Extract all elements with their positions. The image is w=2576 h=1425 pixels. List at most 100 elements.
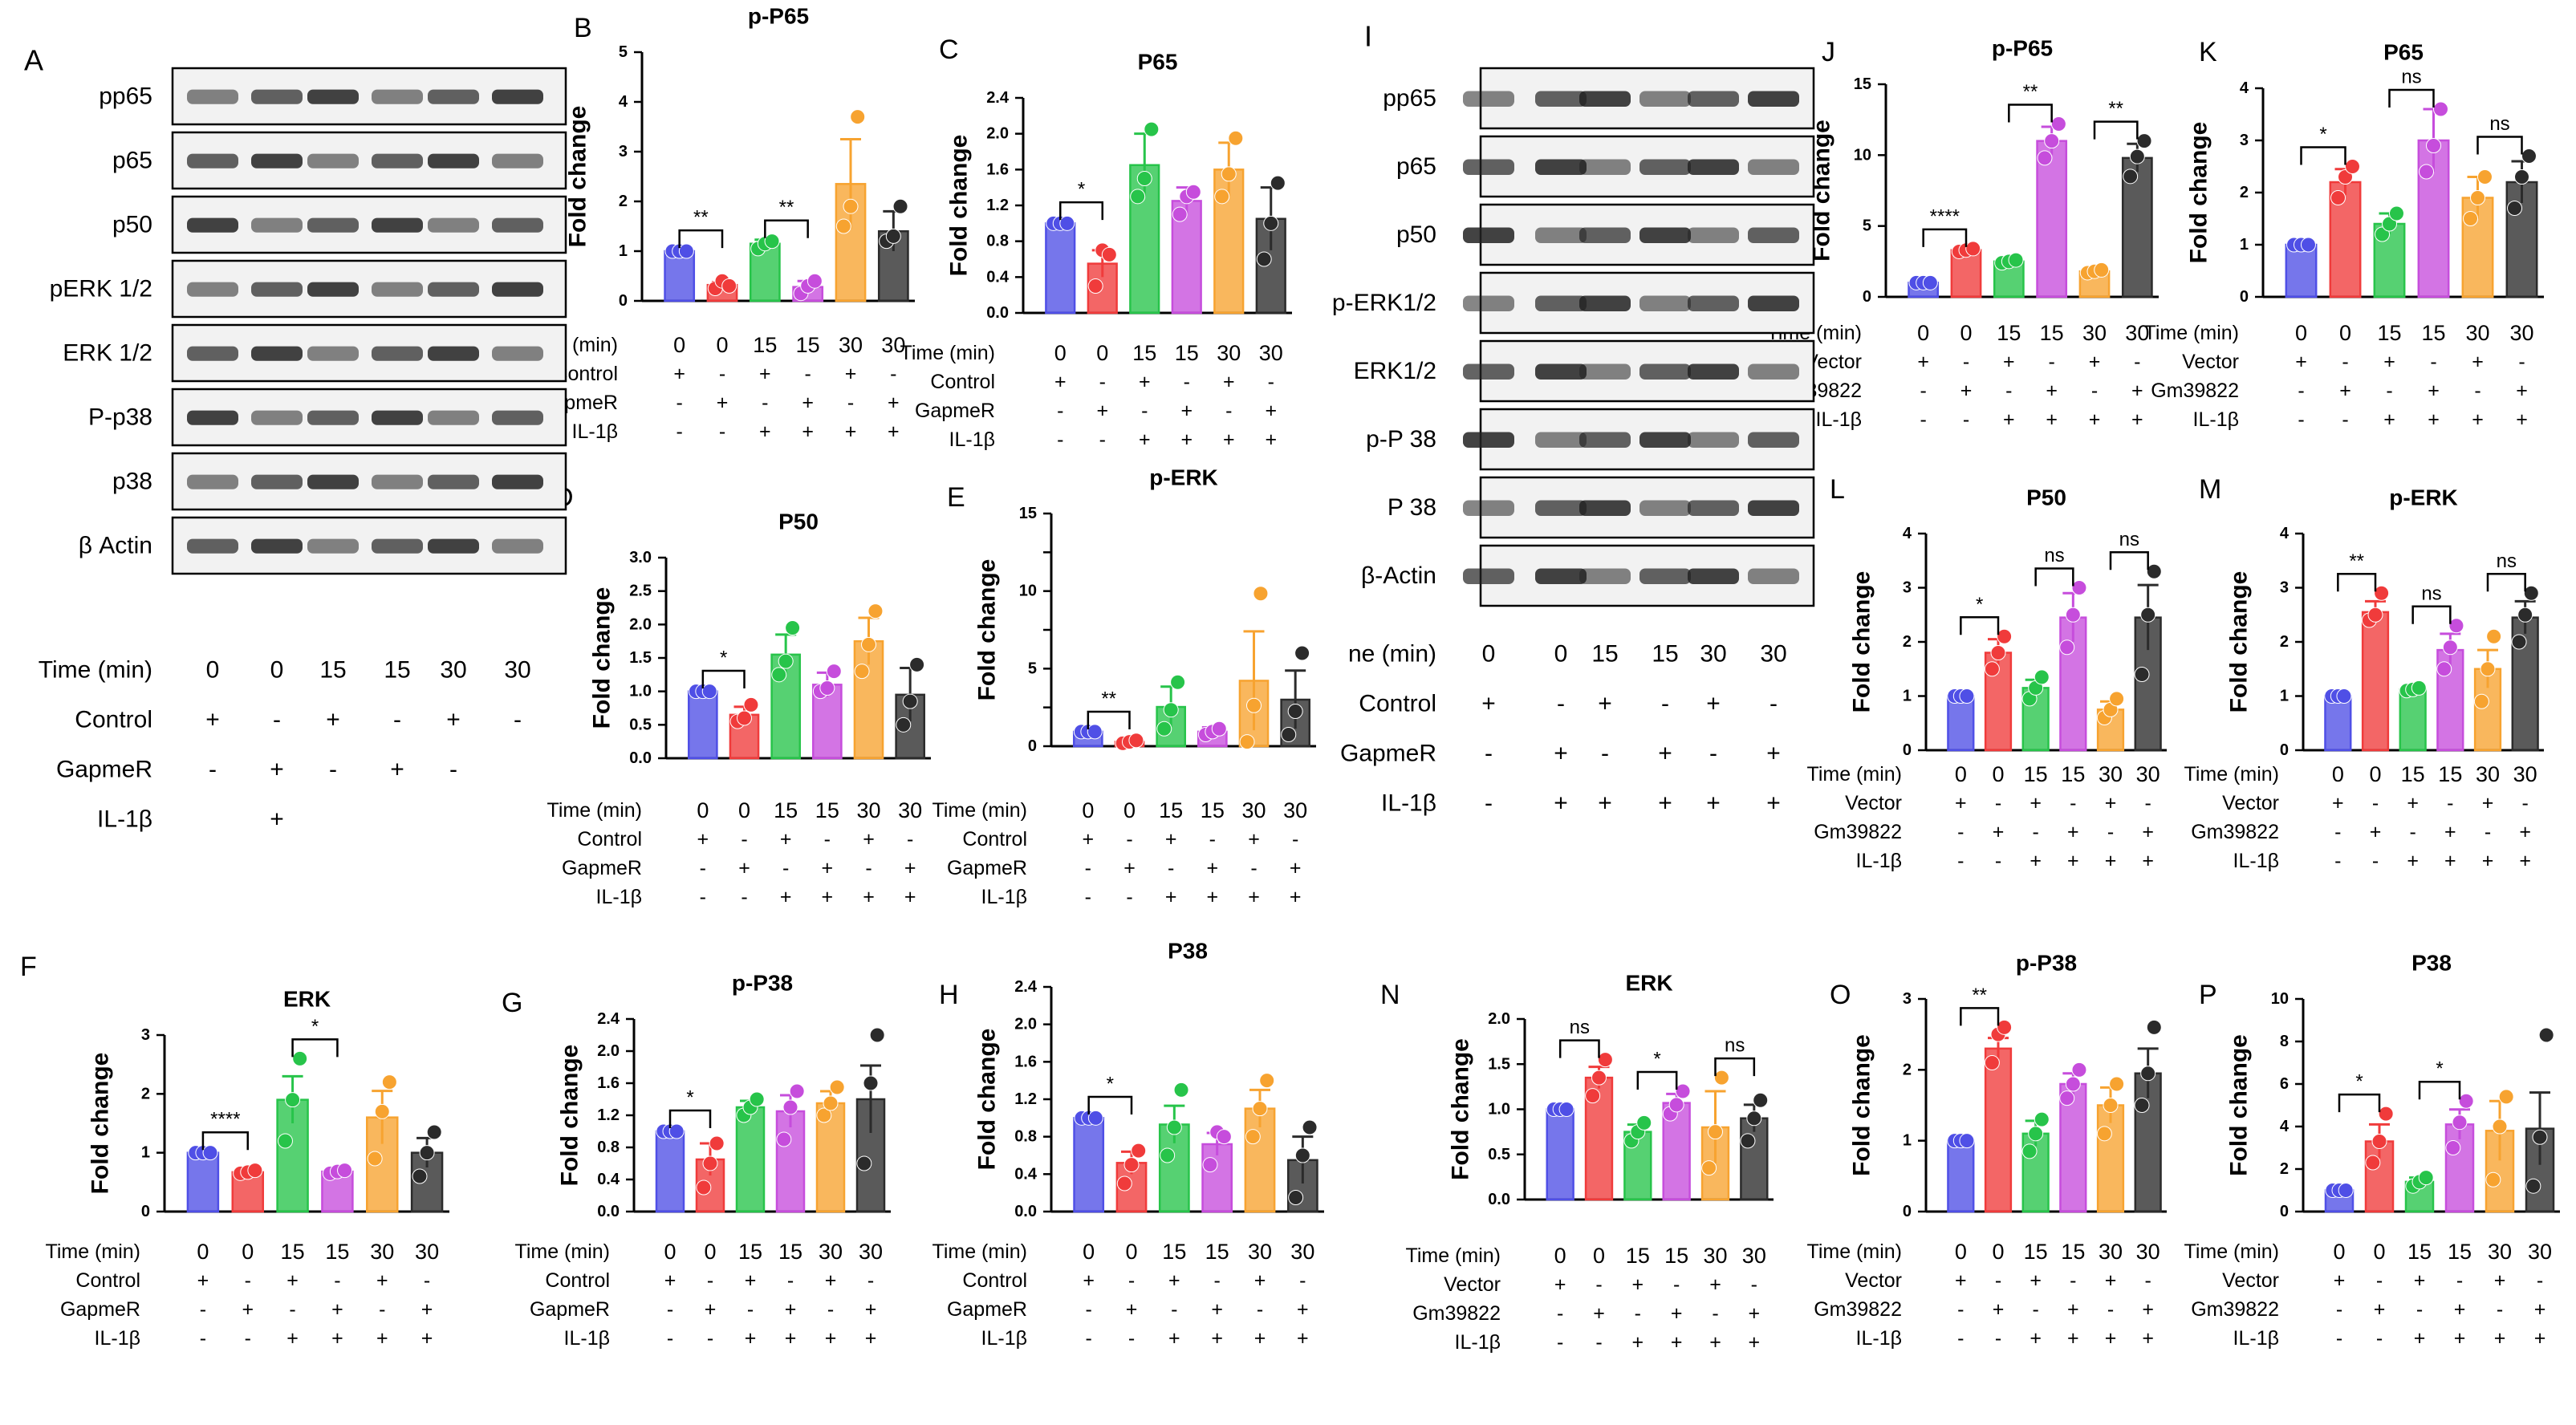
- data-point: [2365, 1155, 2381, 1171]
- y-axis-label: Fold change: [946, 135, 973, 277]
- time-value: 0: [1992, 762, 2004, 786]
- data-point: [826, 664, 842, 680]
- time-value: 30: [2099, 1240, 2123, 1264]
- treatment-sign: -: [379, 1298, 385, 1321]
- data-point: [2028, 1126, 2044, 1142]
- treatment-sign: +: [2131, 380, 2143, 402]
- treatment-sign: +: [1706, 790, 1721, 817]
- data-point: [1288, 1190, 1304, 1205]
- time-value: 30: [440, 657, 466, 684]
- time-value: 0: [2333, 1240, 2345, 1264]
- blot-band: [251, 538, 303, 554]
- y-tick-label: 0: [619, 292, 628, 310]
- treatment-sign: +: [2295, 351, 2307, 373]
- data-point: [2034, 1111, 2050, 1127]
- data-point: [1701, 1160, 1717, 1176]
- treatment-sign: -: [2145, 792, 2151, 814]
- blot-band: [1535, 432, 1587, 448]
- data-point: [2008, 252, 2024, 268]
- treatment-sign: +: [1671, 1302, 1683, 1325]
- treatment-sign: +: [2383, 351, 2395, 373]
- treatment-sign: +: [2339, 380, 2351, 402]
- data-point: [701, 684, 717, 700]
- data-point: [1221, 166, 1237, 182]
- data-point: [1144, 121, 1160, 137]
- treatment-sign: -: [1995, 1327, 2001, 1350]
- blot-band: [428, 346, 479, 361]
- treatment-sign: +: [1632, 1273, 1644, 1296]
- blot-band: [1535, 295, 1587, 311]
- y-tick-label: 3: [1903, 990, 1912, 1008]
- data-point: [1116, 1175, 1132, 1192]
- y-tick-label: 1.6: [597, 1074, 620, 1092]
- treatment-sign: +: [270, 806, 284, 833]
- data-point: [1708, 1124, 1723, 1140]
- time-value: 0: [1955, 1240, 1967, 1264]
- y-tick-label: 5: [619, 43, 628, 61]
- time-value: 30: [1248, 1240, 1272, 1264]
- y-tick-label: 0.0: [629, 749, 652, 767]
- treatment-sign: -: [1995, 850, 2001, 872]
- time-value: 15: [1664, 1244, 1688, 1268]
- significance-bracket: [1960, 1007, 2000, 1026]
- row-label: Control: [1359, 691, 1436, 717]
- treatment-sign: +: [865, 1327, 877, 1350]
- data-point: [2371, 1134, 2387, 1150]
- data-point: [771, 667, 787, 683]
- y-tick-label: 4: [2280, 1118, 2290, 1135]
- treatment-sign: -: [1086, 1298, 1092, 1321]
- time-value: 30: [1283, 798, 1307, 822]
- blot-band: [1579, 363, 1631, 380]
- blot-band: [251, 89, 303, 104]
- treatment-sign: -: [1995, 792, 2001, 814]
- data-point: [381, 1074, 397, 1090]
- significance-bracket: [2486, 573, 2526, 592]
- significance-label: ns: [2044, 545, 2064, 566]
- time-value: 15: [1652, 641, 1678, 668]
- treatment-sign: -: [1635, 1302, 1641, 1325]
- data-point: [2458, 1093, 2474, 1109]
- row-label: Time (min): [546, 799, 642, 822]
- treatment-sign: -: [1225, 400, 1232, 422]
- treatment-sign: +: [865, 1298, 877, 1321]
- treatment-sign: -: [1126, 886, 1132, 908]
- y-axis-label: Fold change: [1849, 1034, 1875, 1176]
- significance-bracket: [668, 1109, 712, 1128]
- data-point: [2411, 680, 2427, 696]
- blot-band: [1639, 500, 1691, 516]
- time-value: 0: [673, 333, 685, 357]
- treatment-sign: +: [2482, 850, 2494, 872]
- time-value: 0: [1125, 1240, 1137, 1264]
- data-point: [1087, 724, 1103, 740]
- data-point: [2378, 1106, 2394, 1122]
- time-value: 30: [2125, 321, 2149, 345]
- data-point: [1211, 721, 1227, 737]
- time-value: 30: [819, 1240, 843, 1264]
- data-point: [1281, 727, 1297, 742]
- treatment-sign: +: [2105, 1327, 2117, 1350]
- treatment-sign: -: [1085, 886, 1091, 908]
- time-value: 15: [2024, 1240, 2048, 1264]
- row-label: GapmeR: [562, 857, 642, 879]
- data-point: [1302, 1119, 1318, 1135]
- data-point: [721, 278, 737, 294]
- significance-bracket: [701, 669, 746, 688]
- treatment-sign: +: [822, 886, 834, 908]
- treatment-sign: +: [2454, 1298, 2466, 1321]
- blot-band: [1688, 227, 1739, 243]
- treatment-sign: -: [1601, 741, 1609, 767]
- time-value: 30: [2513, 762, 2537, 786]
- row-label: Gm39822: [1814, 821, 1902, 843]
- bar: [2134, 616, 2162, 752]
- time-value: 30: [2136, 1240, 2160, 1264]
- data-point: [2470, 190, 2485, 205]
- treatment-sign: -: [2134, 351, 2140, 373]
- significance-label: **: [693, 207, 709, 229]
- blot-band: [1748, 295, 1799, 311]
- time-value: 15: [281, 1240, 305, 1264]
- treatment-sign: -: [289, 1298, 295, 1321]
- treatment-sign: +: [1993, 821, 2005, 843]
- blot-band: [1688, 568, 1739, 584]
